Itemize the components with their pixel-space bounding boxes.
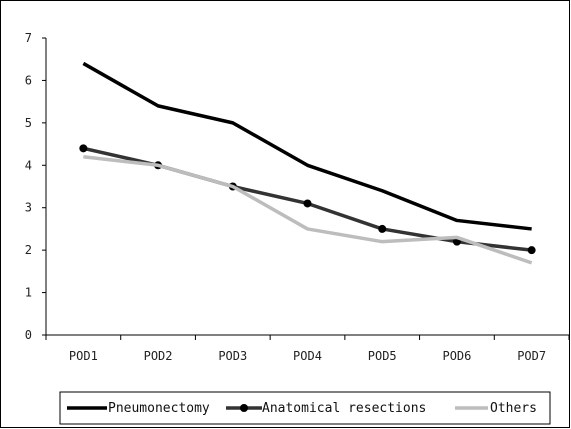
y-tick-label: 5 (25, 116, 32, 130)
x-tick-label: POD2 (144, 349, 173, 363)
y-tick-label: 7 (25, 31, 32, 45)
data-point (378, 224, 387, 233)
y-tick-label: 2 (25, 243, 32, 257)
legend-label: Others (490, 401, 537, 416)
legend: Pneumonectomy Anatomical resections Others (59, 391, 551, 425)
data-point (303, 199, 312, 208)
plot-area (79, 61, 536, 265)
data-point (79, 144, 88, 153)
legend-label: Anatomical resections (262, 401, 426, 416)
y-tick-label: 4 (25, 158, 32, 172)
x-tick-label: POD5 (368, 349, 397, 363)
y-tick-label: 6 (25, 73, 32, 87)
y-tick-label: 1 (25, 286, 32, 300)
x-tick-label: POD3 (218, 349, 247, 363)
axes: 0 1 2 3 4 5 6 7 POD1 POD2 POD3 POD4 POD5 POD6 POD7 (25, 31, 570, 363)
data-point (527, 246, 536, 255)
x-tick-label: POD6 (442, 349, 471, 363)
series-line (82, 61, 532, 231)
x-tick-label: POD4 (293, 349, 322, 363)
y-tick-label: 0 (25, 328, 32, 342)
series-line (83, 155, 533, 265)
legend-label: Pneumonectomy (108, 401, 210, 416)
x-tick-label: POD7 (517, 349, 546, 363)
y-tick-label: 3 (25, 201, 32, 215)
legend-marker (240, 404, 248, 412)
x-tick-label: POD1 (69, 349, 98, 363)
